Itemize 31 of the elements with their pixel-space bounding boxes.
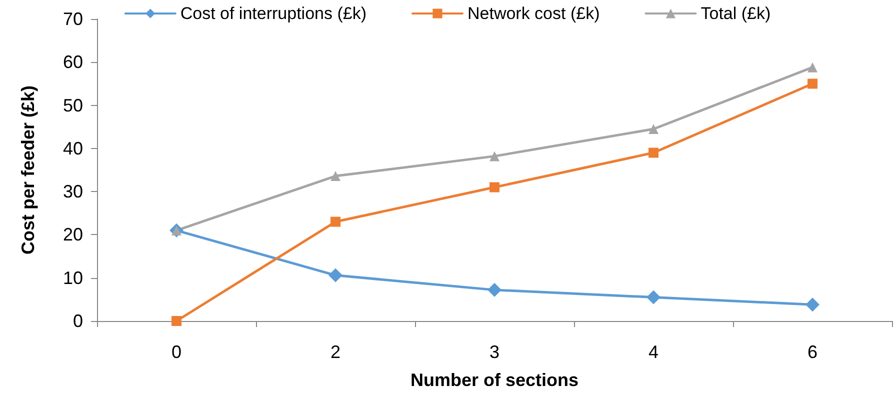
x-tick-label: 6	[807, 342, 818, 362]
y-axis-title: Cost per feeder (£k)	[18, 85, 38, 255]
point	[808, 62, 818, 72]
x-tick-label: 4	[648, 342, 659, 362]
y-tick-label: 20	[62, 224, 83, 245]
x-tick-label: 2	[330, 342, 341, 362]
point	[490, 151, 500, 162]
point	[806, 298, 820, 312]
legend-label: Network cost (£k)	[467, 4, 600, 23]
point	[330, 216, 340, 227]
point	[646, 290, 660, 304]
y-tick-label: 60	[62, 52, 83, 72]
point	[490, 182, 500, 192]
point	[648, 124, 658, 134]
x-axis-title: Number of sections	[410, 370, 579, 390]
y-tick-label: 30	[62, 182, 83, 202]
point	[330, 171, 340, 182]
point	[648, 148, 658, 158]
y-tick-label: 0	[72, 311, 83, 331]
legend-label: Total (£k)	[700, 4, 771, 23]
x-tick-label: 0	[171, 342, 182, 362]
point	[488, 282, 502, 297]
y-tick-label: 10	[62, 268, 83, 288]
point	[172, 316, 182, 326]
y-tick-label: 50	[62, 95, 83, 116]
y-tick-label: 70	[62, 9, 83, 29]
legend-label: Cost of interruptions (£k)	[180, 4, 366, 23]
x-tick-label: 3	[489, 342, 500, 362]
y-tick-label: 40	[62, 138, 83, 158]
point	[328, 268, 342, 282]
point	[808, 78, 818, 89]
